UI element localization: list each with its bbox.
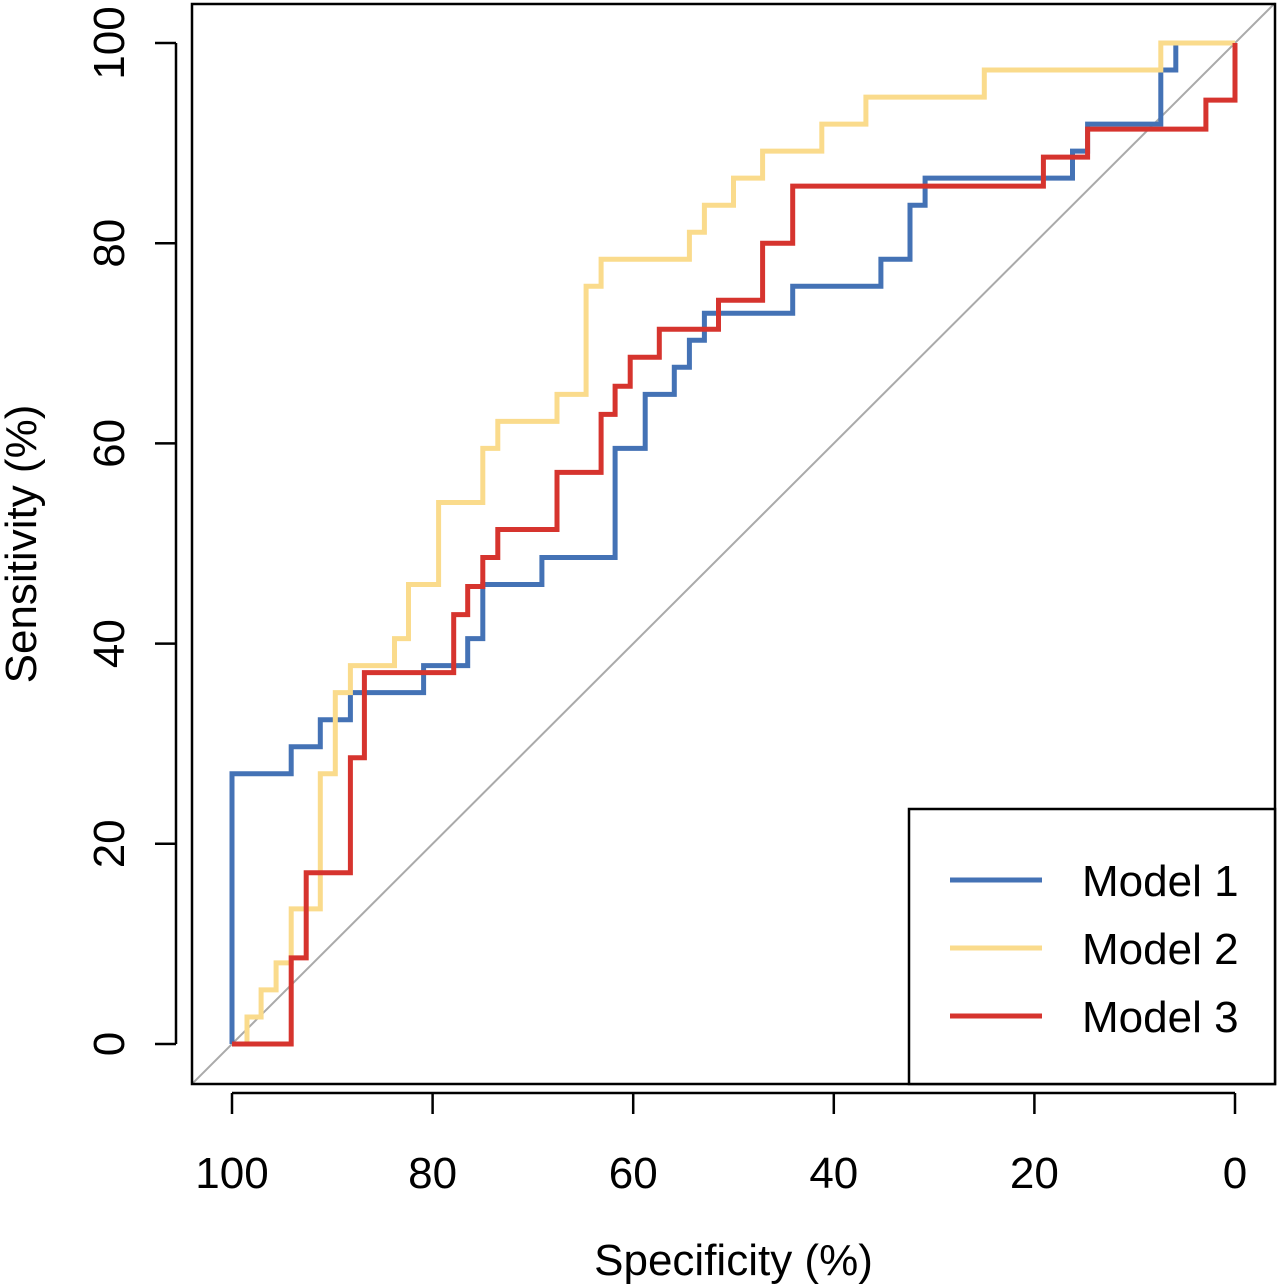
legend: Model 1 Model 2 Model 3	[907, 807, 1277, 1086]
y-axis-title: Sensitivity (%)	[0, 405, 46, 684]
reference-diagonal	[191, 2, 1276, 1085]
y-tick-label: 40	[85, 619, 134, 668]
legend-label-model-1: Model 1	[1082, 857, 1239, 906]
x-tick-label: 60	[609, 1149, 658, 1198]
y-tick-label: 60	[85, 419, 134, 468]
x-axis-title: Specificity (%)	[594, 1236, 873, 1285]
x-tick-label: 0	[1223, 1149, 1247, 1198]
legend-label-model-3: Model 3	[1082, 993, 1239, 1042]
x-tick-label: 100	[195, 1149, 268, 1198]
plot-frame	[190, 2, 1277, 1086]
series-line-model-2	[232, 40, 1235, 1047]
y-tick-label: 100	[85, 6, 134, 79]
x-tick-label: 20	[1010, 1149, 1059, 1198]
y-tick-label: 0	[85, 1032, 134, 1056]
y-tick-label: 20	[85, 819, 134, 868]
x-tick-label: 40	[809, 1149, 858, 1198]
legend-label-model-2: Model 2	[1082, 925, 1239, 974]
y-tick-label: 80	[85, 219, 134, 268]
series-line-model-3	[232, 43, 1238, 1047]
x-tick-label: 80	[408, 1149, 457, 1198]
